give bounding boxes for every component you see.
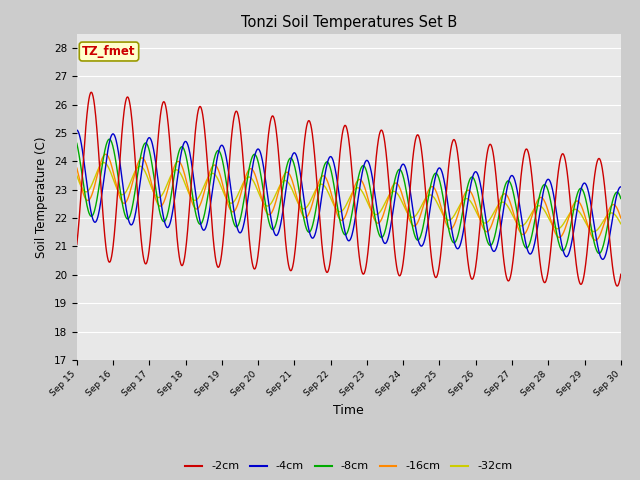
Y-axis label: Soil Temperature (C): Soil Temperature (C) — [35, 136, 48, 258]
Legend: -2cm, -4cm, -8cm, -16cm, -32cm: -2cm, -4cm, -8cm, -16cm, -32cm — [181, 457, 516, 476]
X-axis label: Time: Time — [333, 404, 364, 417]
Title: Tonzi Soil Temperatures Set B: Tonzi Soil Temperatures Set B — [241, 15, 457, 30]
Text: TZ_fmet: TZ_fmet — [82, 45, 136, 58]
